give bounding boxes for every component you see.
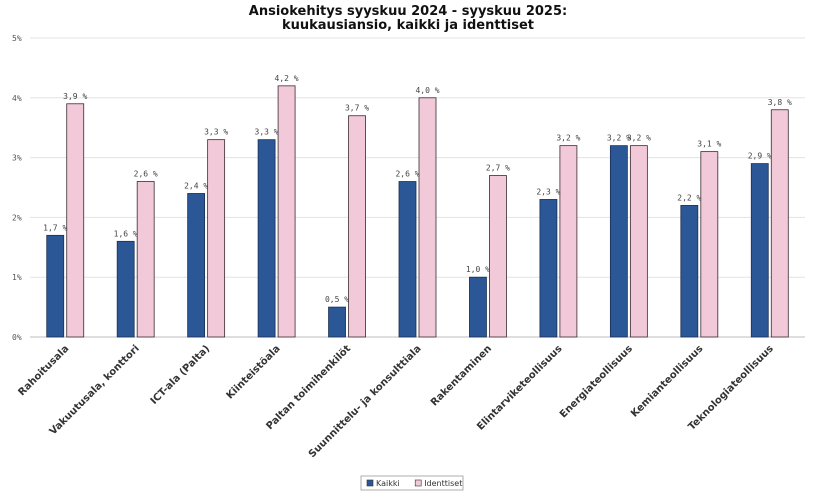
data-label: 1,7 % [43, 223, 67, 232]
bar-kaikki [328, 306, 346, 338]
bar-identtiset [700, 151, 719, 338]
data-label: 1,0 % [466, 265, 490, 274]
legend-label: Kaikki [376, 479, 400, 488]
category-label: Kemianteollisuus [629, 343, 705, 419]
bar-identtiset [489, 175, 507, 338]
data-label: 4,2 % [275, 74, 299, 83]
legend-swatch [366, 479, 374, 487]
y-axis-ticks: 0% 1% 2% 3% 4% 5% [12, 34, 22, 342]
category-label: Rahoitusala [16, 343, 71, 398]
bar-kaikki [116, 240, 135, 338]
bar-identtiset [277, 85, 296, 338]
data-label: 0,5 % [325, 295, 349, 304]
bar-identtiset [629, 145, 648, 338]
chart-title: Ansiokehitys syyskuu 2024 - syyskuu 2025… [249, 4, 567, 33]
bar-kaikki [680, 205, 699, 338]
data-label: 2,2 % [677, 193, 701, 202]
y-tick-label: 1% [12, 273, 22, 282]
legend: Kaikki Identtiset [360, 475, 464, 491]
bar-identtiset [66, 103, 85, 338]
data-label: 2,4 % [184, 181, 208, 190]
y-tick-label: 5% [12, 34, 22, 43]
category-label: Suunnittelu- ja konsulttiala [307, 343, 424, 460]
bar-identtiset [418, 97, 437, 338]
data-label: 3,2 % [556, 134, 580, 143]
bar-kaikki [46, 234, 65, 338]
bar-kaikki [539, 199, 558, 338]
category-label: ICT-ala (Palta) [149, 343, 213, 407]
data-label: 2,7 % [486, 164, 510, 173]
legend-swatch [414, 479, 422, 487]
data-label: 1,6 % [114, 229, 138, 238]
bar-identtiset [136, 181, 155, 338]
y-tick-label: 4% [12, 94, 22, 103]
legend-label: Identtiset [424, 479, 462, 488]
data-label: 2,6 % [134, 170, 158, 179]
bar-kaikki [257, 139, 276, 338]
bars [46, 85, 789, 338]
bar-kaikki [187, 193, 206, 338]
y-tick-label: 0% [12, 333, 22, 342]
y-tick-label: 2% [12, 213, 22, 222]
data-label: 2,9 % [748, 152, 772, 161]
data-label: 3,9 % [63, 92, 87, 101]
data-label: 2,3 % [536, 187, 560, 196]
data-label: 3,1 % [697, 140, 721, 149]
data-label: 3,2 % [627, 134, 651, 143]
bar-identtiset [770, 109, 789, 338]
category-label: Rakentaminen [429, 343, 494, 408]
data-label: 3,7 % [345, 104, 369, 113]
gridlines [30, 37, 805, 338]
data-label: 3,8 % [768, 98, 792, 107]
bar-identtiset [207, 139, 226, 338]
bar-identtiset [559, 145, 578, 338]
data-label: 2,6 % [395, 170, 419, 179]
bar-kaikki [398, 181, 417, 338]
data-labels: 1,7 % 3,9 % 1,6 % 2,6 % 2,4 % 3,3 % 3,3 % 4,2 %… [43, 74, 792, 304]
data-label: 3,2 % [607, 134, 631, 143]
bar-kaikki [469, 276, 487, 338]
bar-kaikki [750, 163, 769, 338]
chart-title-line-1: Ansiokehitys syyskuu 2024 - syyskuu 2025… [249, 4, 567, 19]
category-label: Elintarviketeollisuus [475, 343, 564, 432]
category-label: Kiinteistöala [225, 343, 283, 401]
data-label: 3,3 % [255, 128, 279, 137]
data-label: 4,0 % [415, 86, 439, 95]
bar-kaikki [609, 145, 628, 338]
category-label: Teknologiateollisuus [687, 343, 776, 432]
bar-identtiset [348, 115, 366, 338]
legend-box [360, 475, 464, 491]
data-label: 3,3 % [204, 128, 228, 137]
y-tick-label: 3% [12, 154, 22, 163]
category-label: Energiateollisuus [558, 343, 635, 420]
chart-title-line-2: kuukausiansio, kaikki ja identtiset [282, 18, 534, 33]
